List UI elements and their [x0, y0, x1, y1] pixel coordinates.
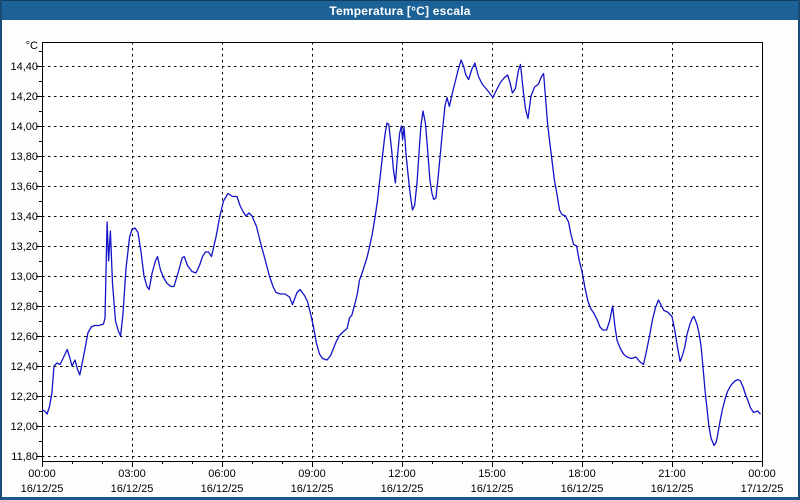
- y-tick-label: 13,80: [10, 151, 38, 163]
- x-date-label: 16/12/25: [21, 483, 64, 495]
- x-time-label: 15:00: [478, 468, 506, 480]
- y-axis-unit-label: °C: [26, 40, 38, 52]
- temperature-chart: 14,40 14,20 14,00 13,80 13,60 13,40 13,20 13,00…: [10, 40, 784, 495]
- x-time-label: 18:00: [568, 468, 596, 480]
- x-time-label: 03:00: [118, 468, 146, 480]
- y-tick-label: 14,40: [10, 61, 38, 73]
- y-tick-label: 12,20: [10, 391, 38, 403]
- x-date-label: 16/12/25: [381, 483, 424, 495]
- plot-border: [42, 42, 763, 462]
- x-date-label: 16/12/25: [651, 483, 694, 495]
- y-tick-label: 12,40: [10, 361, 38, 373]
- x-time-label: 06:00: [208, 468, 236, 480]
- x-date-label: 16/12/25: [471, 483, 514, 495]
- x-time-label: 00:00: [28, 468, 56, 480]
- x-time-label: 00:00: [748, 468, 776, 480]
- x-time-label: 21:00: [658, 468, 686, 480]
- y-tick-label: 13,00: [10, 271, 38, 283]
- y-tick-label: 12,00: [10, 421, 38, 433]
- y-tick-label: 13,40: [10, 211, 38, 223]
- x-time-label: 12:00: [388, 468, 416, 480]
- window-title: Temperatura [°C] escala: [329, 3, 471, 18]
- x-date-label: 16/12/25: [561, 483, 604, 495]
- x-date-label: 16/12/25: [291, 483, 334, 495]
- x-date-label: 16/12/25: [201, 483, 244, 495]
- y-tick-label: 14,00: [10, 121, 38, 133]
- x-date-label: 16/12/25: [111, 483, 154, 495]
- y-tick-label: 14,20: [10, 91, 38, 103]
- x-date-label: 17/12/25: [741, 483, 784, 495]
- temperature-line: [42, 59, 761, 447]
- y-tick-label: 12,80: [10, 301, 38, 313]
- title-bar[interactable]: Temperatura [°C] escala: [2, 0, 798, 20]
- y-tick-label: 13,20: [10, 241, 38, 253]
- x-time-label: 09:00: [298, 468, 326, 480]
- y-tick-label: 12,60: [10, 331, 38, 343]
- chart-body: 14,40 14,20 14,00 13,80 13,60 13,40 13,20 13,00…: [2, 20, 798, 497]
- y-tick-label: 11,80: [11, 451, 38, 463]
- y-tick-label: 13,60: [10, 181, 38, 193]
